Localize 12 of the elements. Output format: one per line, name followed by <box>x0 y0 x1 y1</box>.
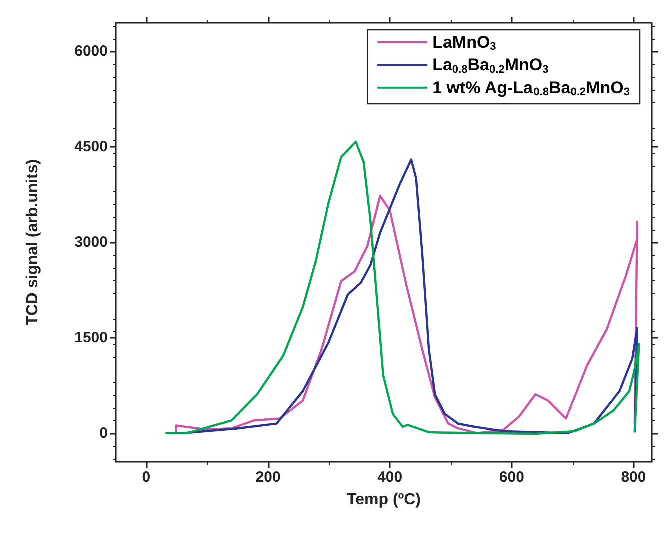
x-tick-label: 200 <box>256 469 281 486</box>
y-tick-label: 0 <box>100 424 108 442</box>
x-tick-label: 400 <box>378 469 403 486</box>
x-axis-title: Temp (ºC) <box>347 492 421 508</box>
y-tick-label: 6000 <box>74 43 108 60</box>
x-tick-label: 0 <box>142 469 151 486</box>
x-tick-label: 600 <box>499 469 524 486</box>
y-tick-label: 3000 <box>74 234 108 251</box>
y-axis-title: TCD signal (arb.units) <box>24 159 42 326</box>
x-tick-label: 800 <box>621 469 646 486</box>
y-tick-label: 1500 <box>74 329 108 346</box>
y-tick-label: 4500 <box>74 138 108 156</box>
